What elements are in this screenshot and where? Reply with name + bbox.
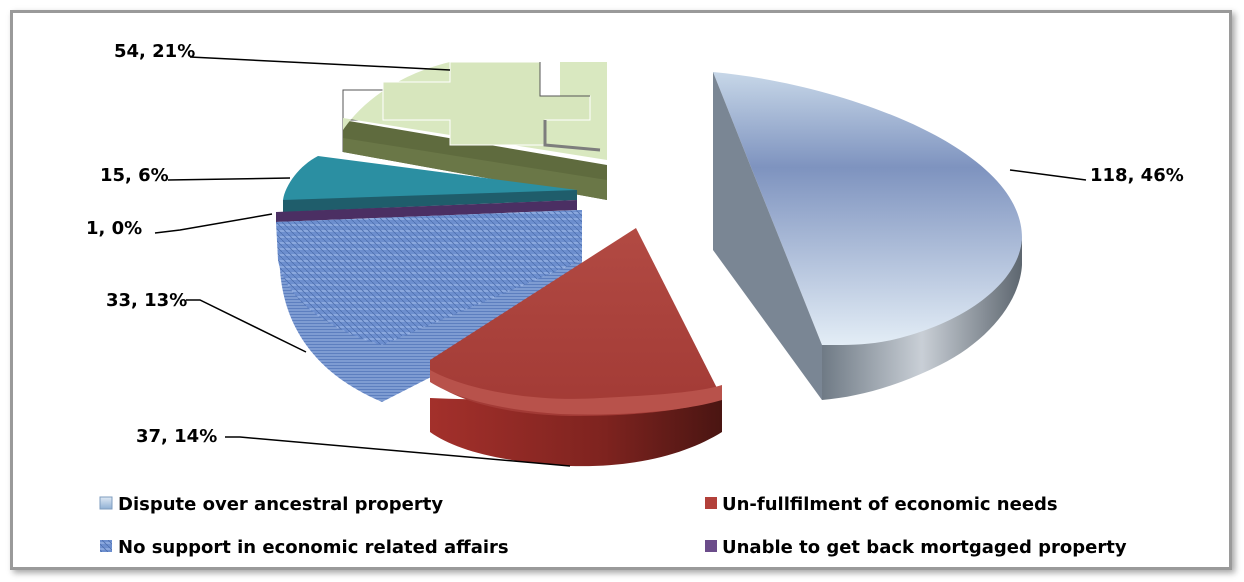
legend-swatch-mortgaged (705, 540, 717, 552)
leader-line-118 (1010, 170, 1086, 180)
legend-item-no-support: No support in economic related affairs (100, 537, 509, 558)
leader-line-54 (190, 57, 450, 70)
data-label-1: 1, 0% (86, 218, 142, 239)
legend-swatch-economic-needs (705, 497, 717, 509)
legend-swatch-no-support (100, 540, 112, 552)
data-label-118: 118, 46% (1090, 165, 1184, 186)
legend-label-dispute: Dispute over ancestral property (118, 494, 443, 515)
data-label-15: 15, 6% (100, 165, 169, 186)
legend-item-economic-needs: Un-fullfilment of economic needs (705, 494, 1058, 515)
legend: Dispute over ancestral property Un-fullf… (100, 494, 1127, 558)
legend-swatch-dispute (100, 497, 112, 509)
slice-blue (713, 72, 1022, 400)
data-label-33: 33, 13% (106, 290, 187, 311)
legend-label-economic-needs: Un-fullfilment of economic needs (722, 494, 1058, 515)
data-label-37: 37, 14% (136, 426, 217, 447)
leader-line-15 (168, 178, 290, 180)
legend-item-mortgaged: Unable to get back mortgaged property (705, 537, 1127, 558)
leader-line-1 (155, 214, 272, 233)
legend-label-no-support: No support in economic related affairs (118, 537, 509, 558)
legend-label-mortgaged: Unable to get back mortgaged property (722, 537, 1127, 558)
data-label-54: 54, 21% (114, 41, 195, 62)
legend-item-dispute: Dispute over ancestral property (100, 494, 443, 515)
